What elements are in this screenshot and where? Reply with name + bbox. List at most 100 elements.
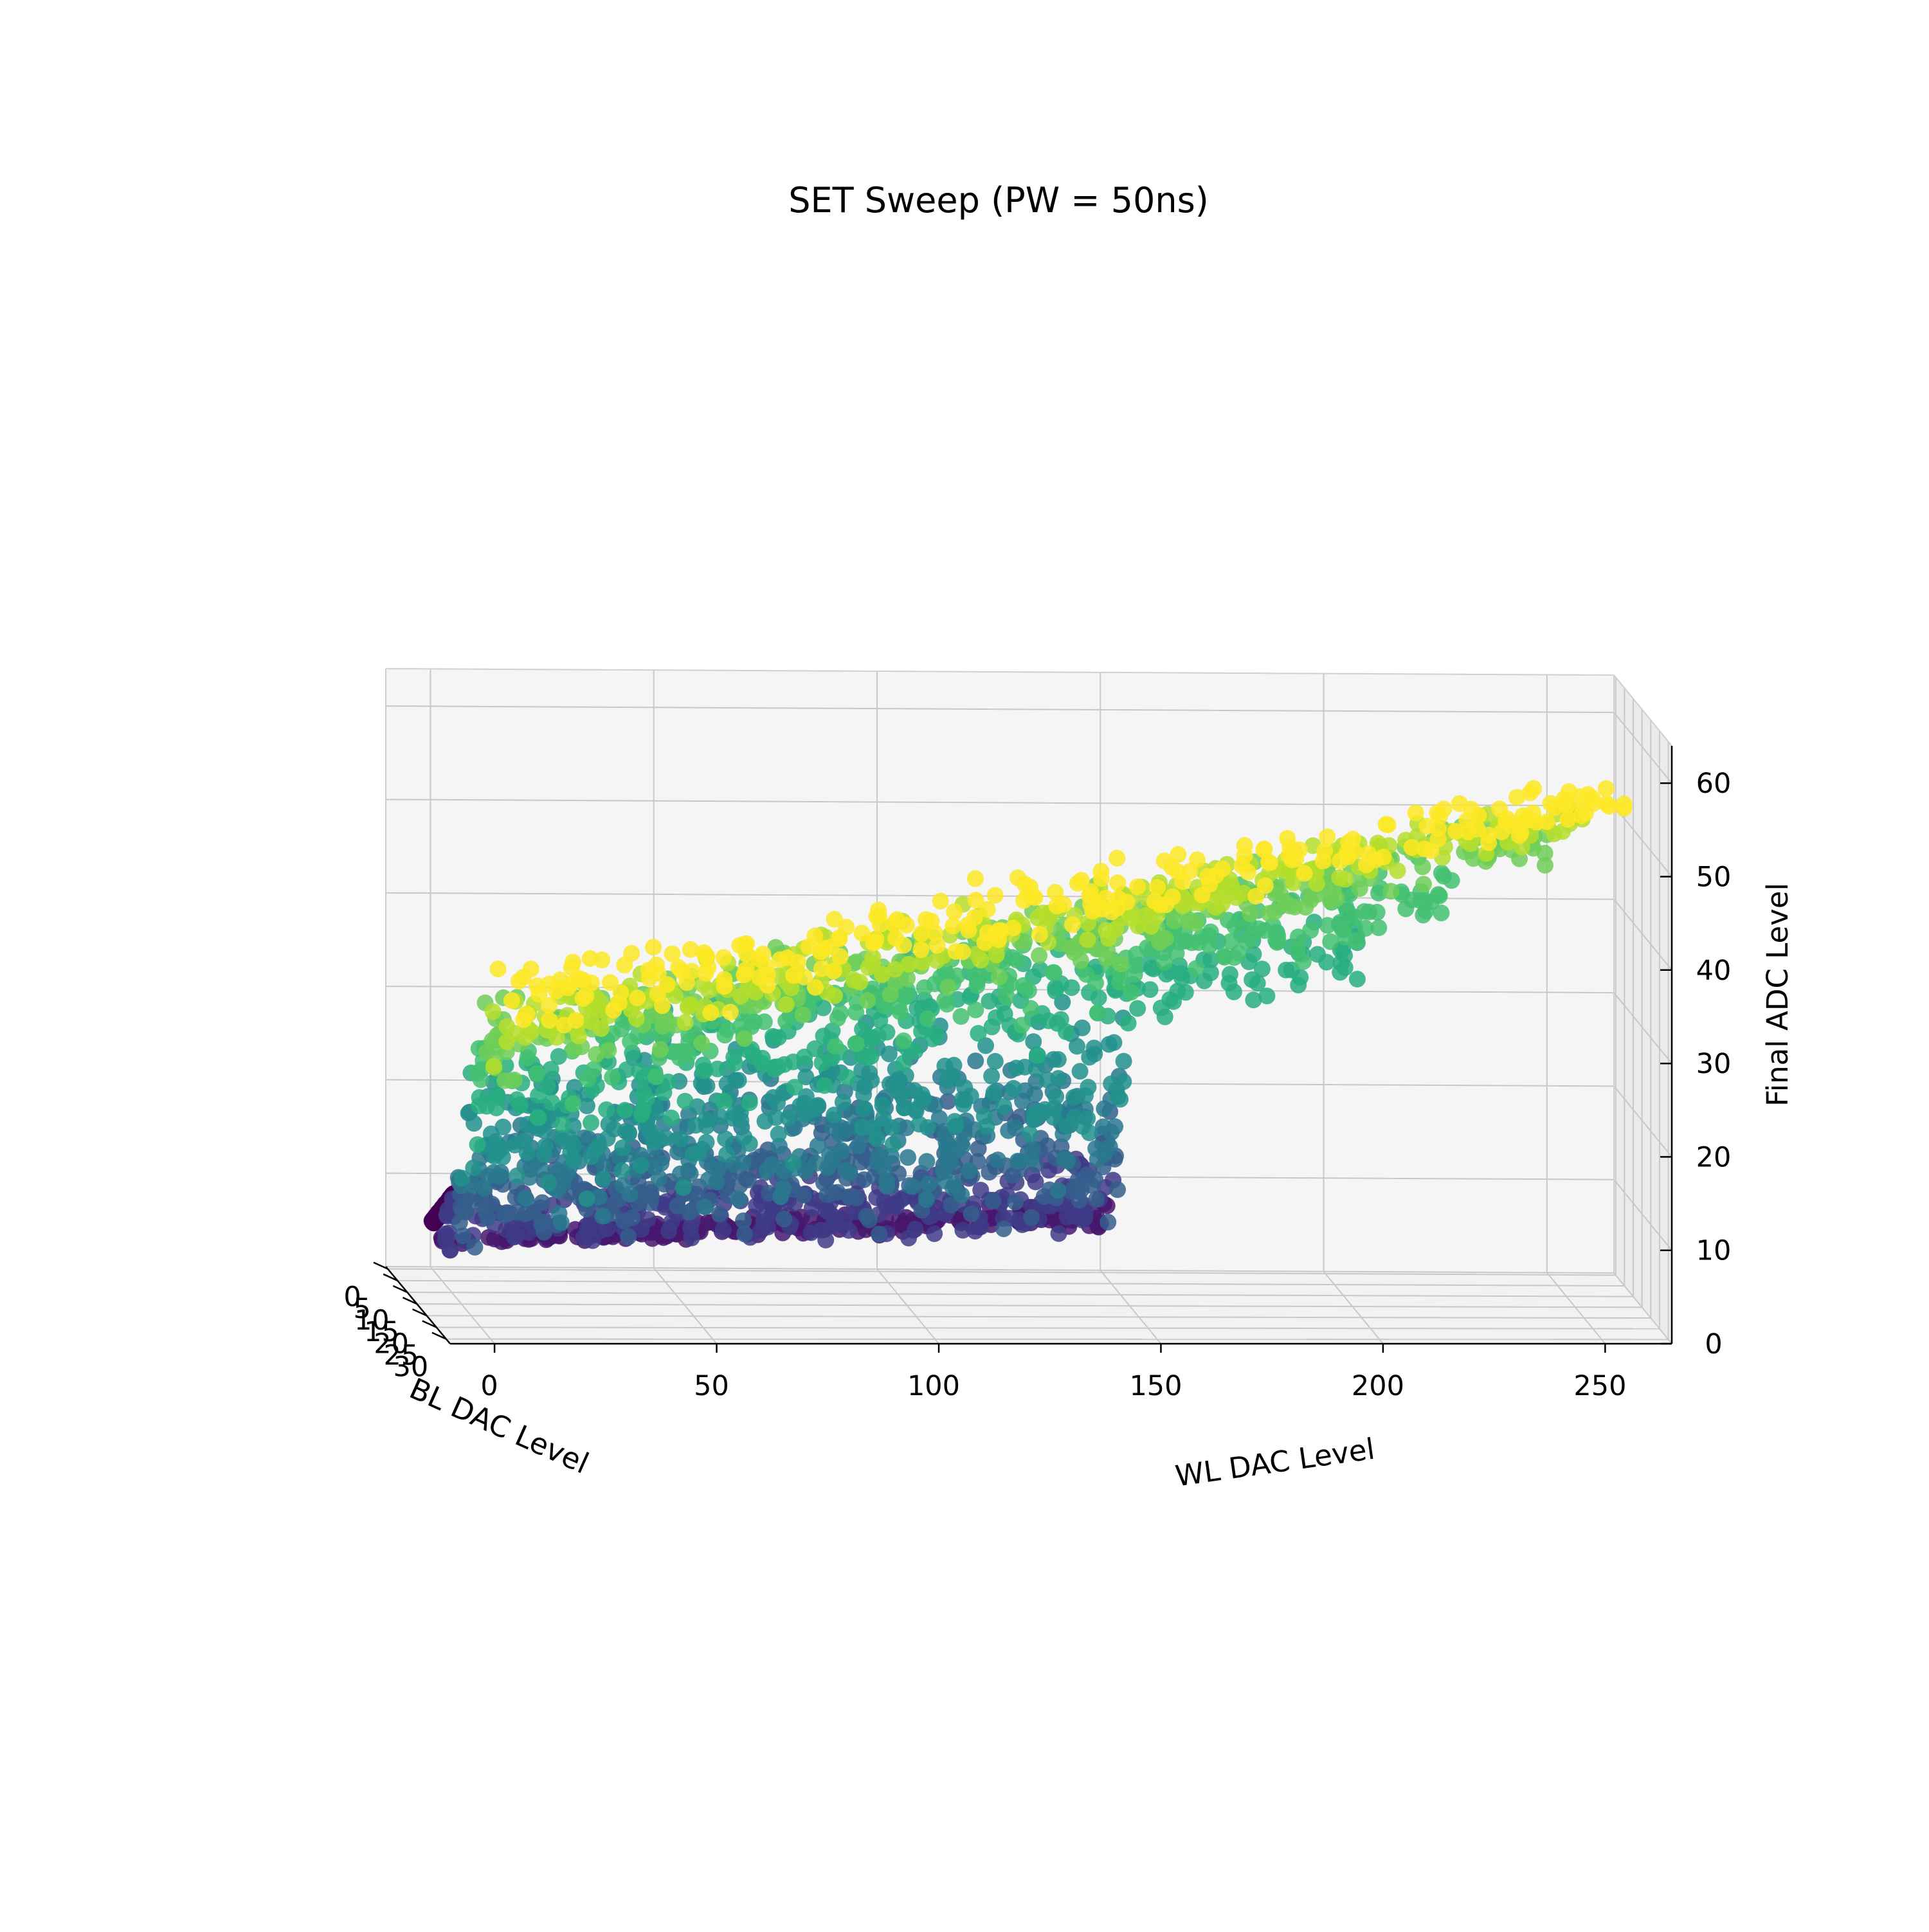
data-point: [1370, 885, 1387, 902]
data-point: [1022, 1000, 1039, 1017]
data-point: [697, 964, 714, 982]
data-point: [954, 1222, 972, 1239]
data-point: [1480, 834, 1497, 851]
data-point: [653, 1155, 670, 1172]
data-point: [930, 1110, 948, 1127]
axis-lines: [373, 746, 1673, 1353]
data-point: [617, 1123, 635, 1140]
data-point: [995, 1097, 1013, 1115]
data-point: [860, 1211, 878, 1229]
data-point: [709, 1060, 726, 1078]
data-point: [1115, 1052, 1132, 1070]
data-point: [1050, 1225, 1067, 1242]
data-point: [868, 1130, 885, 1148]
data-point: [754, 945, 772, 962]
data-point: [583, 1013, 600, 1030]
data-point: [1066, 1108, 1083, 1126]
data-point: [599, 1220, 616, 1238]
data-point: [1262, 854, 1278, 871]
grid-line: [426, 1315, 1651, 1319]
data-point: [912, 941, 930, 959]
data-point: [826, 987, 843, 1004]
data-point: [469, 1136, 486, 1153]
data-point: [867, 930, 885, 948]
data-point: [1005, 1079, 1022, 1097]
data-point: [1040, 1162, 1058, 1179]
data-point: [966, 909, 983, 926]
data-point: [928, 937, 946, 954]
data-point: [485, 1148, 503, 1165]
data-point: [1027, 1173, 1044, 1191]
data-point: [1119, 1015, 1137, 1032]
data-point: [439, 1207, 456, 1225]
data-point: [1115, 1073, 1132, 1090]
data-point: [979, 901, 996, 918]
data-point: [878, 1173, 895, 1190]
data-point: [939, 1093, 957, 1110]
data-point: [663, 1109, 680, 1126]
data-point: [887, 930, 905, 947]
data-point: [550, 1048, 567, 1065]
data-point: [1309, 946, 1326, 963]
data-point: [806, 1040, 824, 1058]
data-point: [1573, 807, 1590, 824]
data-point: [802, 1224, 820, 1241]
data-point: [1239, 863, 1256, 881]
data-point: [714, 1222, 732, 1239]
data-point: [638, 1090, 655, 1107]
data-point: [898, 1119, 915, 1137]
data-point: [645, 939, 662, 956]
data-point: [682, 941, 699, 958]
data-point: [962, 1087, 979, 1105]
data-point: [1088, 1191, 1105, 1208]
grid-line: [1613, 805, 1672, 878]
data-point: [984, 1192, 1002, 1209]
data-point: [1156, 1008, 1173, 1025]
data-point: [942, 1154, 959, 1171]
data-point: [1069, 874, 1086, 892]
data-point: [620, 1228, 637, 1245]
z-tick-label: 0: [1705, 1328, 1722, 1360]
data-point: [807, 979, 824, 996]
data-point: [536, 1138, 554, 1155]
data-point: [819, 1159, 837, 1176]
data-point: [612, 984, 629, 1001]
data-point: [655, 1084, 673, 1101]
z-tick-label: 60: [1696, 768, 1732, 800]
data-point: [1105, 1034, 1123, 1051]
data-point: [543, 1094, 560, 1111]
data-point: [1100, 1213, 1117, 1231]
data-point: [1046, 964, 1063, 981]
data-point: [1021, 1125, 1038, 1142]
data-point: [803, 1199, 820, 1216]
data-point: [1101, 1138, 1118, 1155]
data-point: [696, 1198, 713, 1216]
data-point: [794, 1006, 811, 1024]
y-tick-mark: [392, 1285, 408, 1294]
data-point: [775, 1211, 793, 1228]
data-point: [465, 1159, 482, 1177]
data-point: [1013, 1016, 1031, 1034]
data-point: [1155, 853, 1173, 869]
data-point: [1025, 1033, 1042, 1051]
data-point: [1266, 903, 1283, 920]
data-point: [1079, 1110, 1096, 1127]
grid-line: [446, 1338, 1669, 1341]
data-point: [741, 1094, 758, 1112]
data-point: [1071, 1063, 1089, 1080]
data-point: [816, 1077, 833, 1094]
data-point: [1109, 849, 1126, 867]
data-point: [770, 1137, 788, 1155]
data-point: [756, 1113, 774, 1130]
data-point: [489, 961, 507, 978]
data-point: [943, 1067, 961, 1085]
data-point: [595, 1157, 612, 1175]
data-point: [1340, 834, 1357, 851]
data-point: [1118, 894, 1136, 910]
data-point: [839, 1069, 856, 1086]
data-point: [915, 1090, 932, 1108]
y-tick-label: 30: [394, 1351, 429, 1384]
data-point: [1129, 1000, 1146, 1017]
x-tick-label: 150: [1129, 1370, 1182, 1402]
